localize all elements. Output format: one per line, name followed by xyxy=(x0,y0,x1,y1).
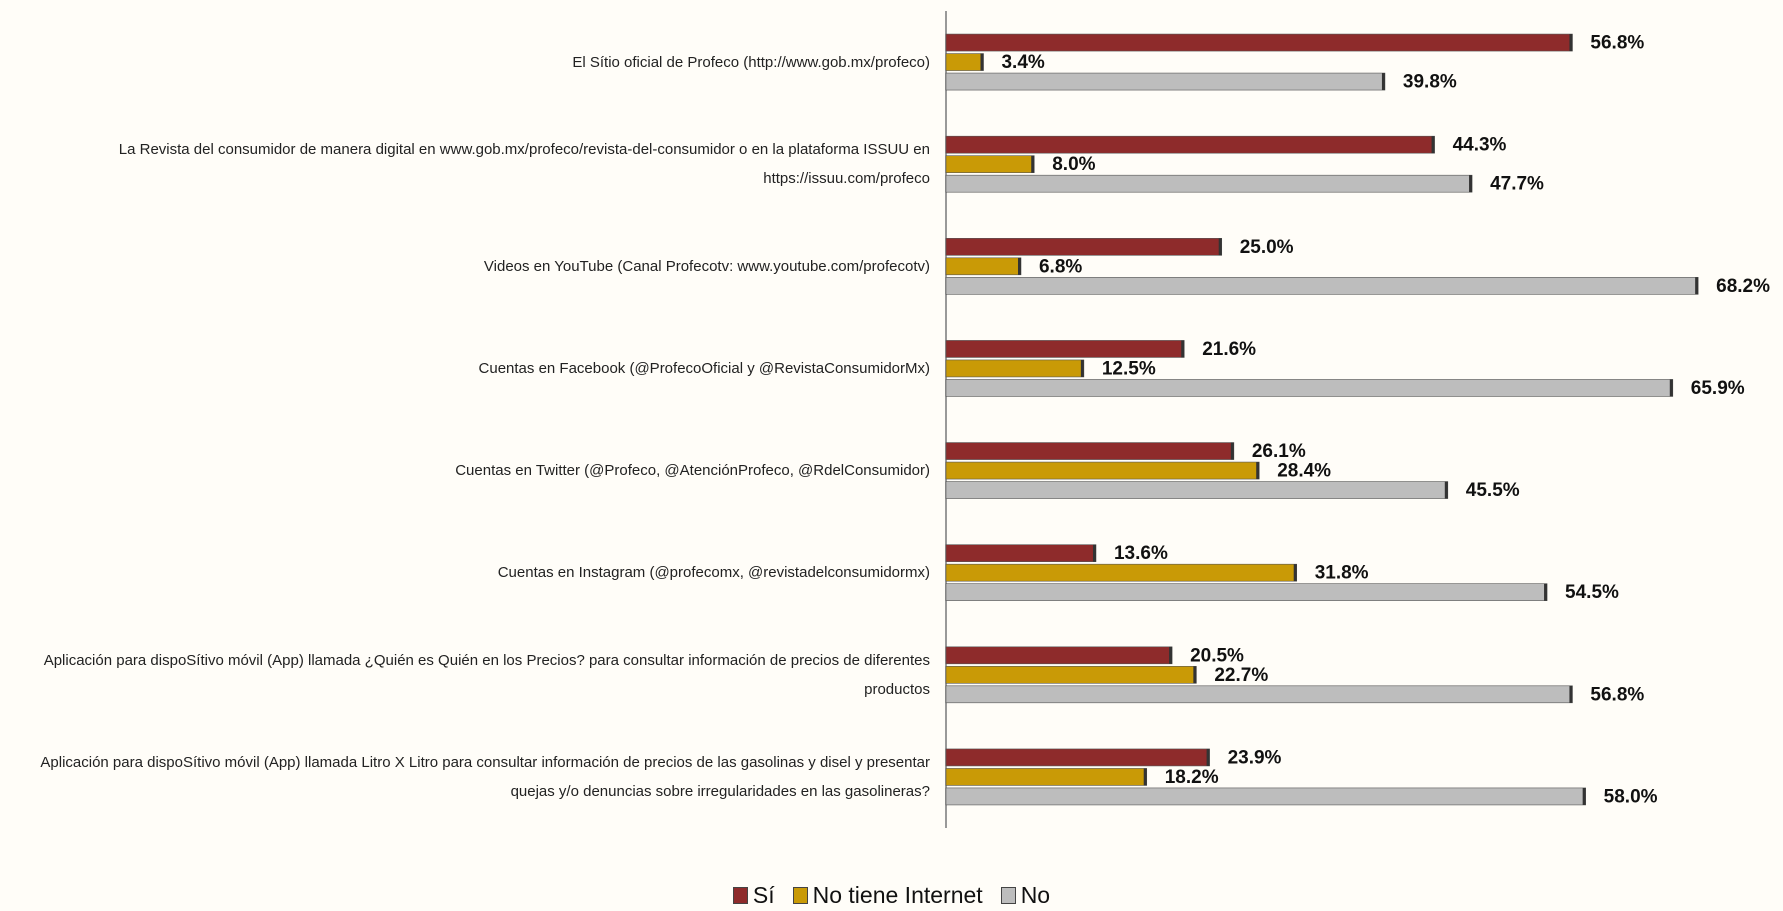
value-label: 25.0% xyxy=(1240,237,1294,258)
bar xyxy=(945,53,984,71)
bar xyxy=(945,155,1035,173)
value-label: 56.8% xyxy=(1590,33,1644,54)
value-label: 21.6% xyxy=(1202,339,1256,360)
value-label: 8.0% xyxy=(1052,154,1095,175)
value-label: 26.1% xyxy=(1252,441,1306,462)
category-label: Cuentas en Twitter (@Profeco, @AtenciónP… xyxy=(455,462,930,480)
bar-cap xyxy=(1582,787,1586,805)
category-label: El Sítio oficial de Profeco (http://www.… xyxy=(572,53,930,71)
bar xyxy=(945,340,1185,358)
legend-item: No xyxy=(1000,882,1051,909)
bar-cap xyxy=(980,53,984,71)
value-label: 28.4% xyxy=(1277,461,1331,482)
bar-cap xyxy=(1230,442,1234,460)
category-label: Cuentas en Facebook (@ProfecoOficial y @… xyxy=(478,359,930,377)
bar xyxy=(945,748,1210,767)
category-label: Aplicación para dispoSítivo móvil (App) … xyxy=(43,651,930,698)
value-label: 6.8% xyxy=(1039,256,1082,277)
value-label: 56.8% xyxy=(1590,684,1644,705)
bar-cap xyxy=(1569,685,1573,703)
bar xyxy=(945,72,1386,91)
legend: Sí No tiene Internet No xyxy=(0,882,1783,909)
bar-cap xyxy=(1469,175,1473,193)
legend-label: Sí xyxy=(752,882,775,908)
category-label: Aplicación para dispoSítivo móvil (App) … xyxy=(40,753,930,800)
value-label: 68.2% xyxy=(1716,276,1770,297)
value-label: 39.8% xyxy=(1403,72,1457,93)
bar-cap xyxy=(1669,379,1673,397)
bar xyxy=(945,277,1699,295)
legend-item: No tiene Internet xyxy=(792,882,983,909)
bar-cap xyxy=(1431,136,1435,154)
bar-cap xyxy=(1381,73,1385,91)
bar xyxy=(945,461,1260,480)
bar xyxy=(945,135,1435,154)
bar-cap xyxy=(1544,583,1548,601)
value-label: 23.9% xyxy=(1228,747,1282,768)
value-label: 45.5% xyxy=(1466,480,1520,501)
category-label: La Revista del consumidor de manera digi… xyxy=(118,141,930,188)
value-label: 65.9% xyxy=(1691,378,1745,399)
value-label: 22.7% xyxy=(1214,665,1268,686)
value-label: 20.5% xyxy=(1190,645,1244,666)
bar-cap xyxy=(1444,481,1448,499)
value-label: 3.4% xyxy=(1001,52,1044,73)
category-label: Cuentas en Instagram (@profecomx, @revis… xyxy=(497,564,930,582)
bar xyxy=(945,646,1173,665)
category-label: Videos en YouTube (Canal Profecotv: www.… xyxy=(483,257,930,275)
value-label: 31.8% xyxy=(1315,563,1369,584)
value-label: 12.5% xyxy=(1102,358,1156,379)
bar xyxy=(945,442,1235,460)
legend-swatch xyxy=(792,887,808,904)
bar-cap xyxy=(1256,462,1260,480)
bar xyxy=(945,238,1223,256)
bar xyxy=(945,583,1548,601)
legend-label: No xyxy=(1020,882,1051,908)
bar xyxy=(945,666,1197,684)
bar-cap xyxy=(1031,155,1035,173)
bar-cap xyxy=(1293,564,1297,582)
bar xyxy=(945,379,1674,397)
bar xyxy=(945,359,1085,378)
value-label: 44.3% xyxy=(1453,135,1507,156)
bar-cap xyxy=(1169,646,1173,664)
value-label: 54.5% xyxy=(1565,582,1619,603)
bar xyxy=(945,33,1573,52)
bar xyxy=(945,768,1148,786)
legend-swatch xyxy=(1000,887,1016,904)
bar-cap xyxy=(1695,277,1699,295)
bar xyxy=(945,563,1298,582)
bar-cap xyxy=(1206,748,1210,766)
legend-swatch xyxy=(732,887,748,904)
bar-cap xyxy=(1218,238,1222,256)
bar-cap xyxy=(1181,340,1185,358)
bar-cap xyxy=(1092,544,1096,562)
bar xyxy=(945,174,1473,193)
bar-cap xyxy=(1569,34,1573,52)
legend-item: Sí xyxy=(732,882,775,909)
value-label: 18.2% xyxy=(1165,767,1219,788)
bar-cap xyxy=(1080,359,1084,377)
bar-cap xyxy=(1143,768,1147,786)
bar-cap xyxy=(1193,666,1197,684)
bar xyxy=(945,481,1449,499)
bar-cap xyxy=(1017,257,1021,275)
value-label: 47.7% xyxy=(1490,174,1544,195)
bar xyxy=(945,685,1573,704)
bar xyxy=(945,544,1097,562)
value-label: 58.0% xyxy=(1604,786,1658,807)
value-label: 13.6% xyxy=(1114,543,1168,564)
bar xyxy=(945,787,1586,806)
legend-label: No tiene Internet xyxy=(812,882,983,908)
bar xyxy=(945,257,1022,276)
